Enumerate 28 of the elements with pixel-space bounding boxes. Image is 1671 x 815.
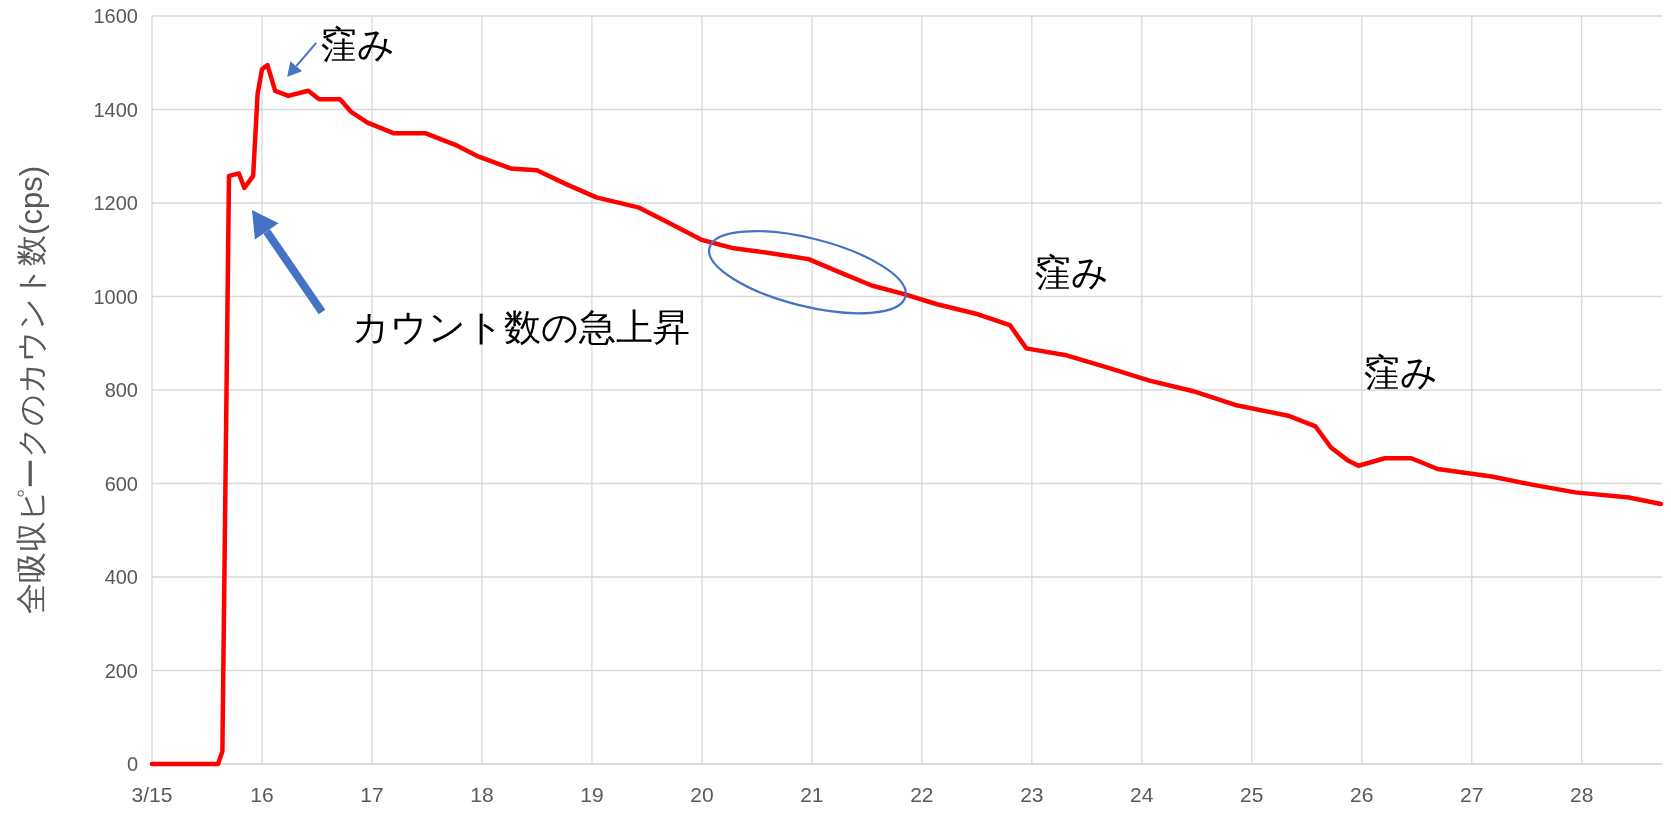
x-tick-label: 25 xyxy=(1240,783,1264,806)
x-tick-label: 21 xyxy=(800,783,824,806)
x-tick-label: 24 xyxy=(1130,783,1154,806)
y-tick-label: 400 xyxy=(104,566,138,588)
y-tick-label: 200 xyxy=(104,659,138,682)
x-tick-label: 16 xyxy=(250,783,274,806)
y-tick-label: 1200 xyxy=(93,192,138,214)
annotation: 窪み xyxy=(1362,352,1438,394)
x-tick-label: 3/15 xyxy=(131,783,173,806)
x-tick-label: 20 xyxy=(690,783,714,806)
y-tick-label: 1000 xyxy=(93,285,138,308)
x-tick-label: 22 xyxy=(910,783,934,806)
y-tick-label: 1600 xyxy=(93,5,138,27)
x-tick-label: 26 xyxy=(1350,783,1374,806)
y-axis-title: 全吸収ピークのカウント数(cps) xyxy=(14,166,49,614)
y-tick-label: 0 xyxy=(126,753,138,775)
annotation: 窪み xyxy=(1033,252,1109,294)
annotation: カウント数の急上昇 xyxy=(352,307,690,348)
annotation: 窪み xyxy=(320,23,396,65)
y-tick-label: 600 xyxy=(104,472,138,495)
x-tick-label: 28 xyxy=(1570,783,1594,806)
y-tick-label: 800 xyxy=(104,379,138,401)
x-tick-label: 18 xyxy=(470,783,494,806)
x-tick-label: 19 xyxy=(580,783,604,806)
x-tick-label: 17 xyxy=(360,783,384,806)
x-tick-label: 27 xyxy=(1460,783,1484,806)
y-tick-label: 1400 xyxy=(93,98,138,121)
x-tick-label: 23 xyxy=(1020,783,1044,806)
